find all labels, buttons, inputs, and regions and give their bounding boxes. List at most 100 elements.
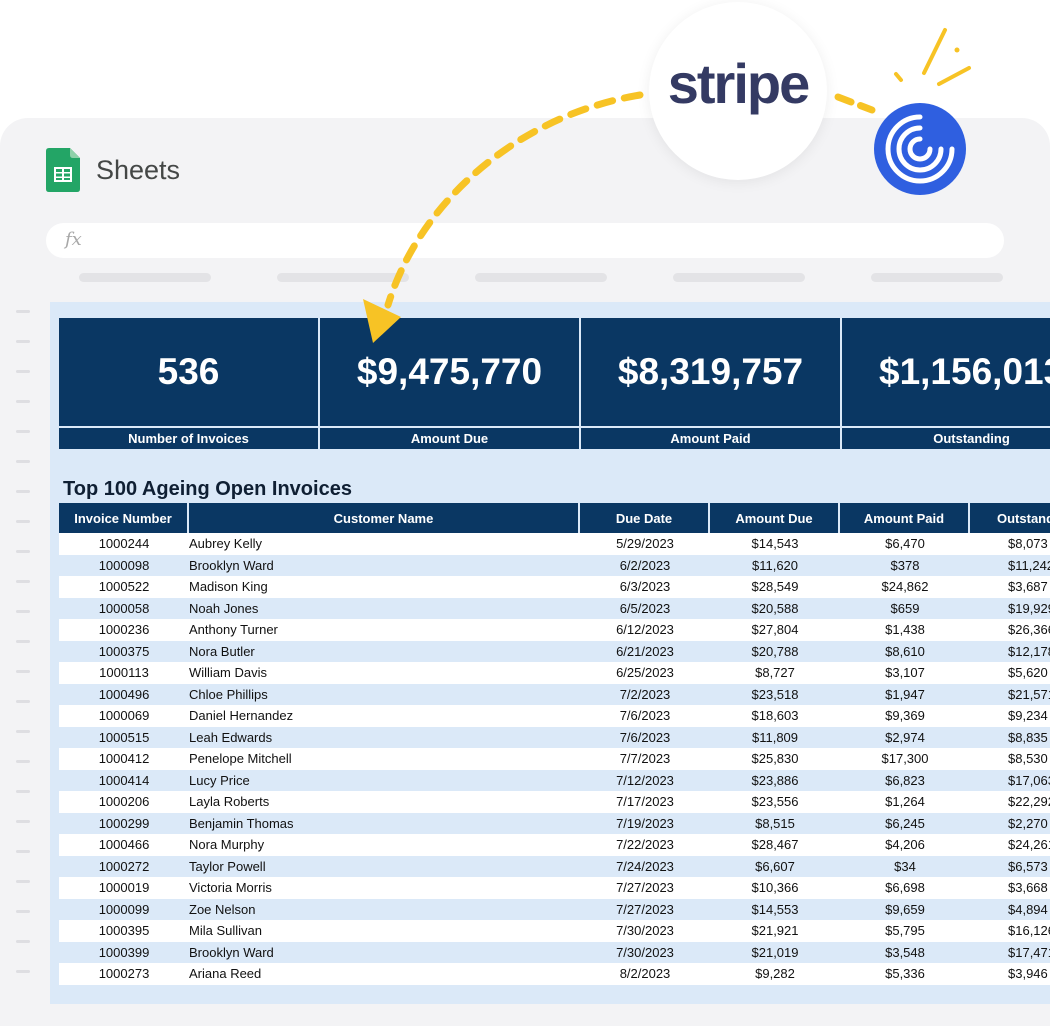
amount-due-cell[interactable]: $28,467 xyxy=(710,834,840,856)
col-header-amount-due[interactable]: Amount Due xyxy=(710,503,840,533)
amount-paid-cell[interactable]: $6,245 xyxy=(840,812,970,834)
due-date-cell[interactable]: 6/12/2023 xyxy=(580,619,710,641)
outstanding-cell[interactable]: $17,471 xyxy=(970,941,1050,963)
amount-due-cell[interactable]: $8,515 xyxy=(710,812,840,834)
customer-name-cell[interactable]: Penelope Mitchell xyxy=(189,748,580,770)
invoice-number-cell[interactable]: 1000206 xyxy=(59,791,189,813)
amount-due-cell[interactable]: $10,366 xyxy=(710,877,840,899)
amount-paid-cell[interactable]: $34 xyxy=(840,855,970,877)
due-date-cell[interactable]: 7/24/2023 xyxy=(580,855,710,877)
invoice-number-cell[interactable]: 1000058 xyxy=(59,597,189,619)
customer-name-cell[interactable]: Ariana Reed xyxy=(189,963,580,985)
outstanding-cell[interactable]: $8,530 xyxy=(970,748,1050,770)
due-date-cell[interactable]: 7/22/2023 xyxy=(580,834,710,856)
outstanding-cell[interactable]: $3,946 xyxy=(970,963,1050,985)
outstanding-cell[interactable]: $4,894 xyxy=(970,898,1050,920)
col-header-amount-paid[interactable]: Amount Paid xyxy=(840,503,970,533)
amount-paid-cell[interactable]: $3,107 xyxy=(840,662,970,684)
amount-due-cell[interactable]: $28,549 xyxy=(710,576,840,598)
invoice-number-cell[interactable]: 1000375 xyxy=(59,640,189,662)
invoice-number-cell[interactable]: 1000399 xyxy=(59,941,189,963)
due-date-cell[interactable]: 7/17/2023 xyxy=(580,791,710,813)
outstanding-cell[interactable]: $5,620 xyxy=(970,662,1050,684)
customer-name-cell[interactable]: Anthony Turner xyxy=(189,619,580,641)
customer-name-cell[interactable]: Brooklyn Ward xyxy=(189,941,580,963)
amount-due-cell[interactable]: $9,282 xyxy=(710,963,840,985)
invoice-number-cell[interactable]: 1000496 xyxy=(59,683,189,705)
amount-paid-cell[interactable]: $1,438 xyxy=(840,619,970,641)
customer-name-cell[interactable]: Zoe Nelson xyxy=(189,898,580,920)
customer-name-cell[interactable]: Chloe Phillips xyxy=(189,683,580,705)
invoice-number-cell[interactable]: 1000098 xyxy=(59,554,189,576)
invoice-number-cell[interactable]: 1000236 xyxy=(59,619,189,641)
invoice-number-cell[interactable]: 1000522 xyxy=(59,576,189,598)
due-date-cell[interactable]: 7/30/2023 xyxy=(580,920,710,942)
customer-name-cell[interactable]: Victoria Morris xyxy=(189,877,580,899)
outstanding-cell[interactable]: $17,063 xyxy=(970,769,1050,791)
due-date-cell[interactable]: 5/29/2023 xyxy=(580,533,710,555)
invoice-number-cell[interactable]: 1000113 xyxy=(59,662,189,684)
col-header-due-date[interactable]: Due Date xyxy=(580,503,710,533)
amount-paid-cell[interactable]: $1,947 xyxy=(840,683,970,705)
amount-due-cell[interactable]: $18,603 xyxy=(710,705,840,727)
invoice-number-cell[interactable]: 1000299 xyxy=(59,812,189,834)
amount-paid-cell[interactable]: $6,823 xyxy=(840,769,970,791)
due-date-cell[interactable]: 6/21/2023 xyxy=(580,640,710,662)
col-header-outstanding[interactable]: Outstanding xyxy=(970,503,1050,533)
spreadsheet-grid[interactable]: 536 Number of Invoices $9,475,770 Amount… xyxy=(50,302,1050,1004)
amount-due-cell[interactable]: $23,518 xyxy=(710,683,840,705)
amount-due-cell[interactable]: $11,809 xyxy=(710,726,840,748)
invoice-number-cell[interactable]: 1000414 xyxy=(59,769,189,791)
due-date-cell[interactable]: 7/30/2023 xyxy=(580,941,710,963)
amount-due-cell[interactable]: $20,588 xyxy=(710,597,840,619)
customer-name-cell[interactable]: Layla Roberts xyxy=(189,791,580,813)
amount-due-cell[interactable]: $20,788 xyxy=(710,640,840,662)
amount-due-cell[interactable]: $21,921 xyxy=(710,920,840,942)
amount-due-cell[interactable]: $11,620 xyxy=(710,554,840,576)
outstanding-cell[interactable]: $21,571 xyxy=(970,683,1050,705)
col-header-customer-name[interactable]: Customer Name xyxy=(189,503,580,533)
invoice-number-cell[interactable]: 1000244 xyxy=(59,533,189,555)
outstanding-cell[interactable]: $8,073 xyxy=(970,533,1050,555)
amount-due-cell[interactable]: $25,830 xyxy=(710,748,840,770)
outstanding-cell[interactable]: $6,573 xyxy=(970,855,1050,877)
amount-due-cell[interactable]: $21,019 xyxy=(710,941,840,963)
customer-name-cell[interactable]: Daniel Hernandez xyxy=(189,705,580,727)
outstanding-cell[interactable]: $9,234 xyxy=(970,705,1050,727)
due-date-cell[interactable]: 7/6/2023 xyxy=(580,726,710,748)
due-date-cell[interactable]: 6/5/2023 xyxy=(580,597,710,619)
col-header-invoice-number[interactable]: Invoice Number xyxy=(59,503,189,533)
due-date-cell[interactable]: 7/19/2023 xyxy=(580,812,710,834)
invoice-number-cell[interactable]: 1000412 xyxy=(59,748,189,770)
due-date-cell[interactable]: 6/2/2023 xyxy=(580,554,710,576)
amount-paid-cell[interactable]: $3,548 xyxy=(840,941,970,963)
amount-paid-cell[interactable]: $2,974 xyxy=(840,726,970,748)
due-date-cell[interactable]: 7/27/2023 xyxy=(580,877,710,899)
amount-paid-cell[interactable]: $9,659 xyxy=(840,898,970,920)
amount-paid-cell[interactable]: $24,862 xyxy=(840,576,970,598)
amount-due-cell[interactable]: $14,553 xyxy=(710,898,840,920)
invoice-number-cell[interactable]: 1000099 xyxy=(59,898,189,920)
amount-due-cell[interactable]: $27,804 xyxy=(710,619,840,641)
amount-paid-cell[interactable]: $6,470 xyxy=(840,533,970,555)
outstanding-cell[interactable]: $3,687 xyxy=(970,576,1050,598)
amount-paid-cell[interactable]: $17,300 xyxy=(840,748,970,770)
due-date-cell[interactable]: 8/2/2023 xyxy=(580,963,710,985)
outstanding-cell[interactable]: $19,929 xyxy=(970,597,1050,619)
customer-name-cell[interactable]: Mila Sullivan xyxy=(189,920,580,942)
outstanding-cell[interactable]: $26,366 xyxy=(970,619,1050,641)
outstanding-cell[interactable]: $8,835 xyxy=(970,726,1050,748)
amount-due-cell[interactable]: $6,607 xyxy=(710,855,840,877)
amount-due-cell[interactable]: $8,727 xyxy=(710,662,840,684)
amount-paid-cell[interactable]: $378 xyxy=(840,554,970,576)
amount-paid-cell[interactable]: $5,336 xyxy=(840,963,970,985)
amount-due-cell[interactable]: $14,543 xyxy=(710,533,840,555)
due-date-cell[interactable]: 7/12/2023 xyxy=(580,769,710,791)
outstanding-cell[interactable]: $16,126 xyxy=(970,920,1050,942)
outstanding-cell[interactable]: $12,178 xyxy=(970,640,1050,662)
amount-paid-cell[interactable]: $6,698 xyxy=(840,877,970,899)
customer-name-cell[interactable]: William Davis xyxy=(189,662,580,684)
customer-name-cell[interactable]: Aubrey Kelly xyxy=(189,533,580,555)
outstanding-cell[interactable]: $3,668 xyxy=(970,877,1050,899)
invoice-number-cell[interactable]: 1000273 xyxy=(59,963,189,985)
